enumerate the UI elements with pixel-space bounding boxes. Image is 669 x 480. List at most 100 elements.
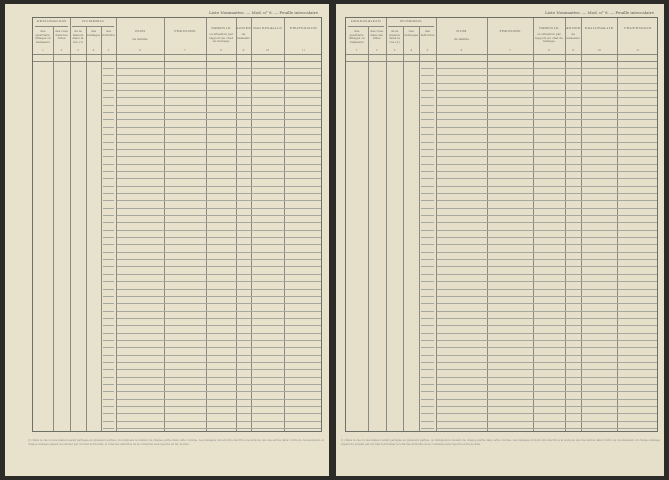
column-subtitle: des ménages [87,30,100,37]
ruled-row [117,251,321,253]
column-number: 5 [107,49,110,52]
column-number: 4 [92,49,95,52]
ruled-row [117,391,321,393]
row-dash [421,170,434,172]
header-rule [33,54,321,55]
ruled-row [436,420,657,422]
column-subtitle: de la maison dans la rue (1) [72,30,84,44]
ruled-row [117,347,321,349]
ruled-row [117,90,321,92]
row-dash [421,362,434,363]
row-dash [421,325,434,327]
column-subtitle: de naissance [237,33,250,40]
ruled-row [436,192,657,194]
column-number: 11 [301,49,306,52]
ruled-row [436,244,657,246]
group-underline [387,26,434,27]
ruled-row [436,266,657,268]
row-dash [103,391,114,393]
row-dash [103,288,114,290]
ruled-row [436,112,657,114]
row-dash [103,156,114,158]
row-dash [421,384,434,386]
ruled-row [436,303,657,305]
row-dash [421,163,434,165]
row-dash [421,119,434,121]
ruled-row [436,185,657,187]
column-divider [532,18,534,431]
row-dash [103,406,114,408]
ruled-row [436,178,657,180]
ruled-row [117,207,321,209]
header-rule [33,61,321,62]
column-number: 4 [410,49,413,52]
row-dash [103,354,114,356]
row-dash [103,222,114,224]
row-dash [103,244,114,246]
column-subtitle: de famille [132,38,148,41]
ruled-row [436,376,657,378]
column-title: NATIONALITÉ [584,27,614,30]
column-number: 7 [509,49,511,52]
row-dash [421,406,434,408]
ruled-row [436,126,657,128]
ruled-row [117,75,321,77]
row-dash [421,215,434,216]
column-divider [435,18,437,431]
column-subtitle: ou situation par rapport au chef de ména… [208,33,234,44]
row-dash [421,112,434,114]
group-underline [72,26,114,27]
right-page: Liste Nominative. — Mod. n° 8. — Feuille… [336,4,664,476]
row-dash [421,97,434,99]
column-number: 10 [265,49,270,52]
column-divider [487,18,489,431]
column-divider [565,18,567,431]
row-dash [421,192,434,194]
ruled-row [117,148,321,150]
ruled-row [436,354,657,356]
column-subtitle: des individus [102,30,115,37]
row-dash [421,207,434,209]
row-dash [421,200,434,202]
ruled-row [117,192,321,194]
column-number: 3 [77,49,79,52]
row-dash [421,148,434,150]
ruled-row [436,134,657,136]
row-dash [421,398,434,400]
row-dash [103,97,114,99]
ruled-row [117,222,321,224]
row-dash [103,215,114,216]
ruled-row [436,259,657,261]
column-subtitle: de la maison dans la rue (1) [389,30,400,44]
column-divider [581,18,583,431]
ruled-row [117,163,321,165]
row-dash [421,134,434,136]
row-dash [103,303,114,305]
row-dash [103,281,114,283]
row-dash [421,244,434,246]
row-dash [421,222,434,224]
row-dash [421,303,434,305]
row-dash [103,170,114,172]
ruled-row [436,347,657,349]
row-dash [421,413,434,415]
column-title: PRÉNOMS [499,30,521,33]
ruled-row [436,148,657,150]
census-table: DÉSIGNATION NUMÉROS des quartiers, village… [345,17,658,432]
column-divider [164,18,165,431]
ruled-row [117,126,321,128]
ruled-row [436,428,657,430]
ruled-row [117,68,321,69]
row-dash [103,237,114,239]
row-dash [103,376,114,378]
row-dash [103,207,114,209]
ruled-row [117,310,321,312]
ruled-row [117,170,321,172]
column-number: 8 [220,49,222,52]
ruled-row [436,141,657,143]
row-dash [421,369,434,371]
column-number: 3 [393,49,396,52]
ruled-row [436,406,657,408]
row-dash [421,428,434,430]
ruled-row [117,97,321,99]
